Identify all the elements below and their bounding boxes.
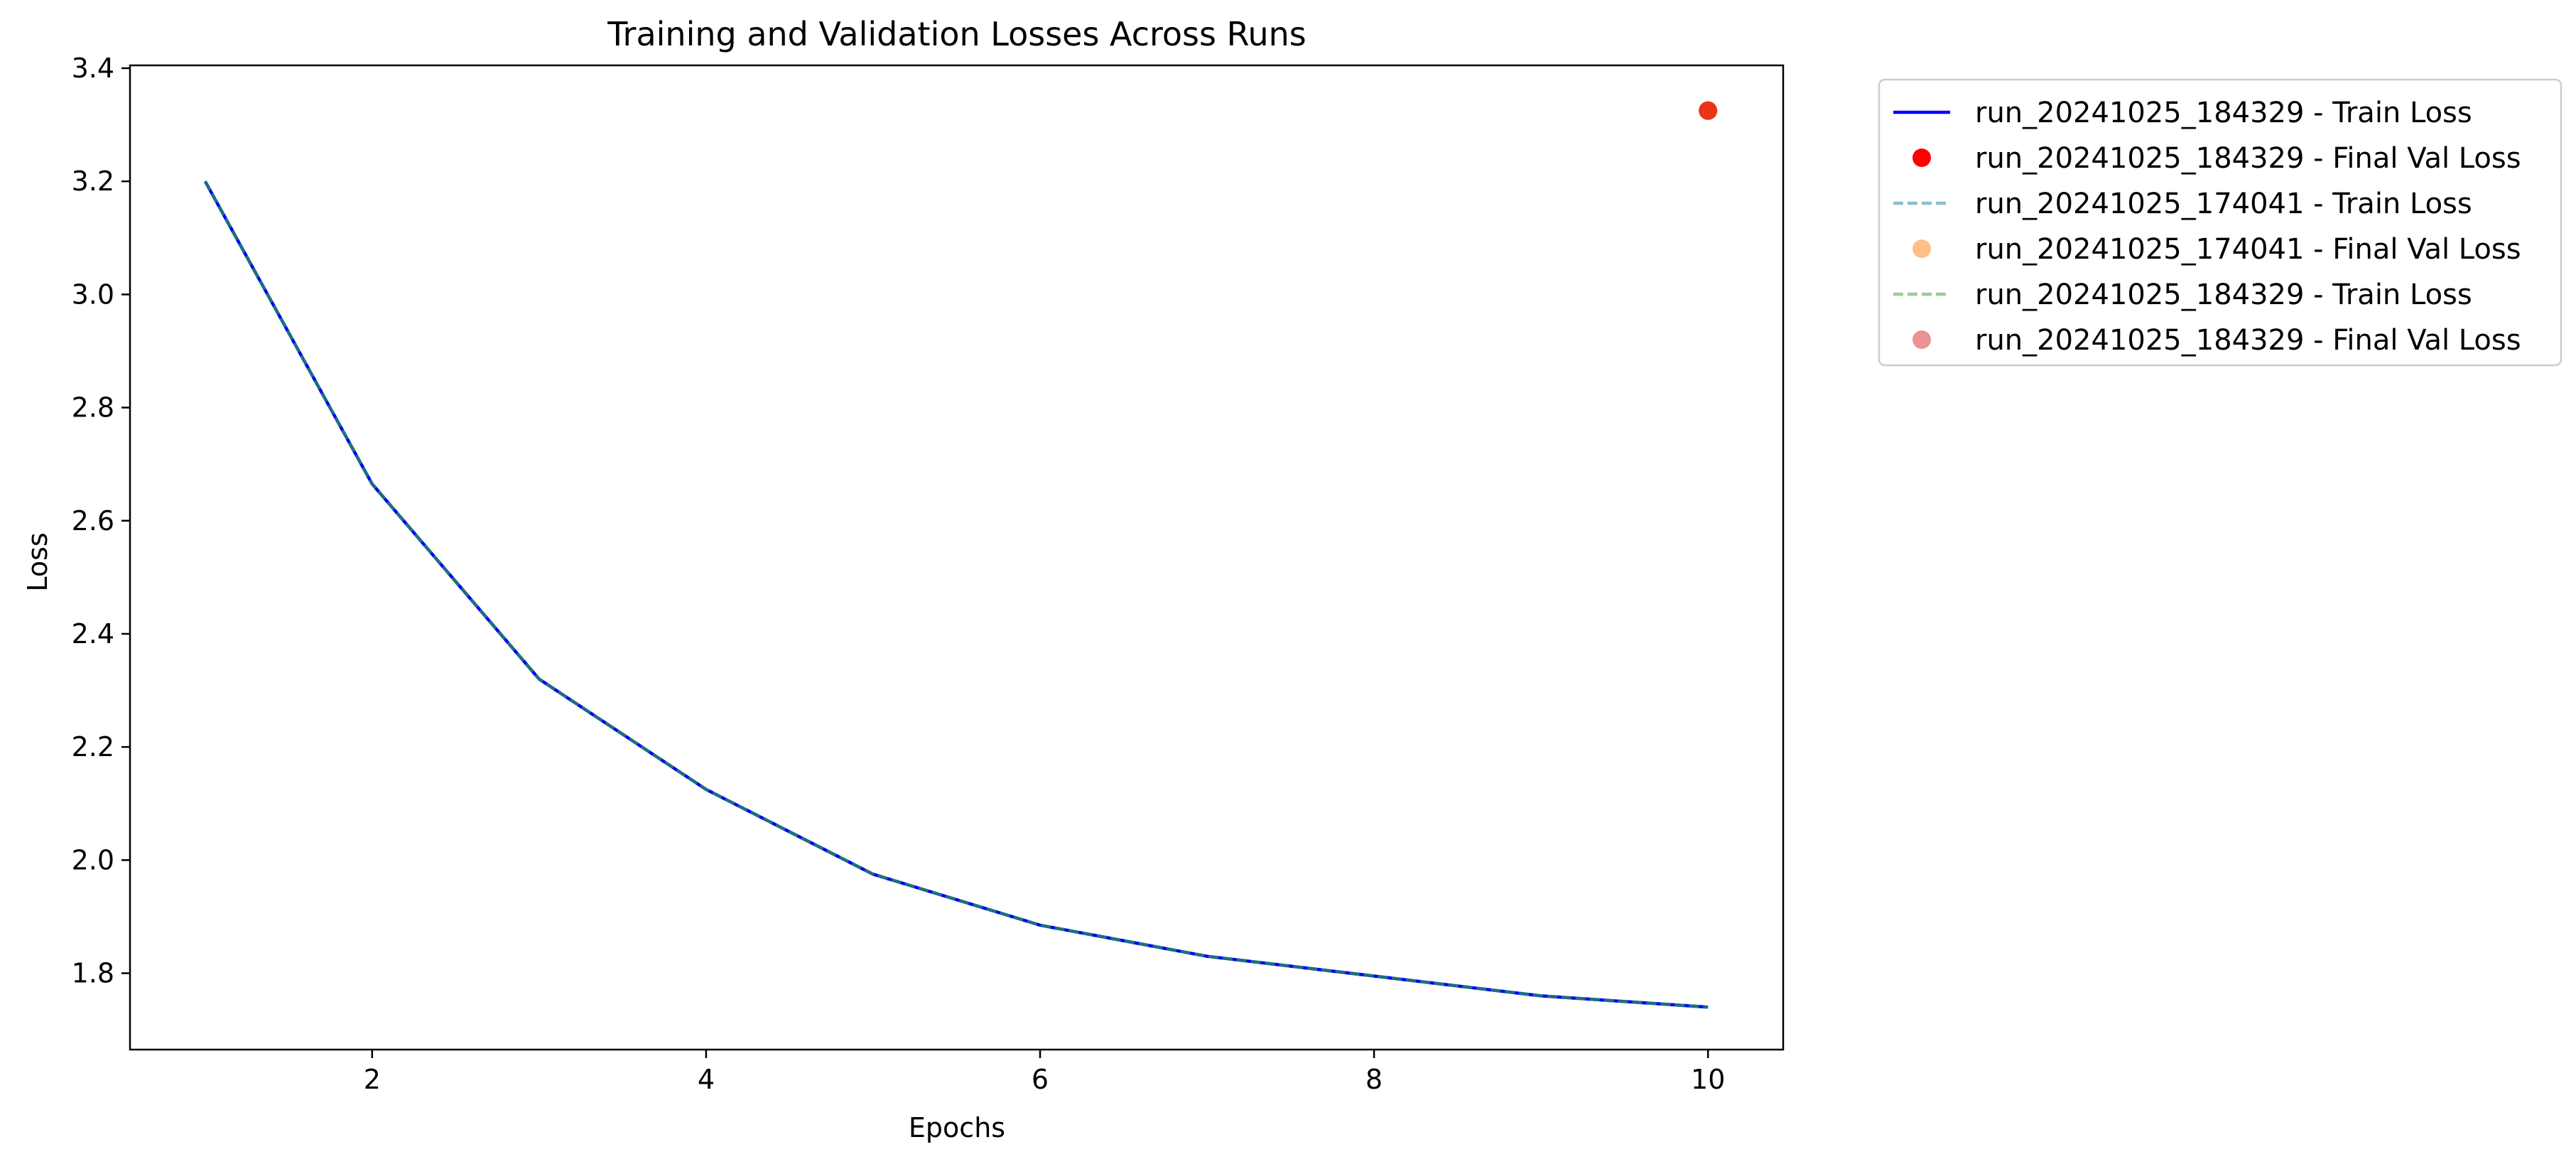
y-tick-label: 2.2 — [72, 731, 114, 762]
legend-point-swatch — [1912, 239, 1931, 258]
y-tick-label: 3.0 — [72, 279, 114, 310]
legend-label: run_20241025_184329 - Final Val Loss — [1975, 324, 2521, 357]
x-tick-label: 4 — [698, 1064, 715, 1095]
y-tick-label: 3.4 — [72, 53, 114, 84]
x-axis-label: Epochs — [909, 1112, 1005, 1143]
series-point-5 — [1699, 101, 1718, 120]
x-tick-label: 6 — [1032, 1064, 1049, 1095]
legend-label: run_20241025_174041 - Final Val Loss — [1975, 233, 2521, 266]
legend-label: run_20241025_174041 - Train Loss — [1975, 188, 2472, 220]
legend-label: run_20241025_184329 - Final Val Loss — [1975, 142, 2521, 175]
plot-area — [129, 64, 1785, 1051]
legend-point-swatch — [1912, 330, 1931, 349]
x-axis-ticks: 2 4 6 8 10 — [364, 1050, 1725, 1095]
x-tick-label: 8 — [1365, 1064, 1382, 1095]
legend-point-swatch — [1912, 149, 1931, 167]
y-tick-label: 1.8 — [72, 958, 114, 989]
y-axis-label: Loss — [22, 532, 53, 591]
chart-title: Training and Validation Losses Across Ru… — [607, 15, 1306, 53]
legend-label: run_20241025_184329 - Train Loss — [1975, 279, 2472, 311]
y-tick-label: 2.8 — [72, 392, 114, 424]
legend-box — [1878, 78, 2563, 367]
x-tick-label: 2 — [364, 1064, 381, 1095]
y-tick-label: 2.6 — [72, 505, 114, 537]
legend: run_20241025_184329 - Train Loss run_2024… — [1878, 78, 2563, 367]
y-tick-label: 2.0 — [72, 844, 114, 875]
axes-frame — [129, 64, 1785, 1051]
y-tick-label: 2.4 — [72, 618, 114, 650]
legend-label: run_20241025_184329 - Train Loss — [1975, 97, 2472, 129]
y-tick-label: 3.2 — [72, 166, 114, 197]
x-tick-label: 10 — [1691, 1064, 1725, 1095]
y-axis-ticks: 1.8 2.0 2.2 2.4 2.6 2.8 3.0 3.2 3.4 — [72, 53, 130, 989]
series-line-4 — [203, 180, 1709, 1009]
